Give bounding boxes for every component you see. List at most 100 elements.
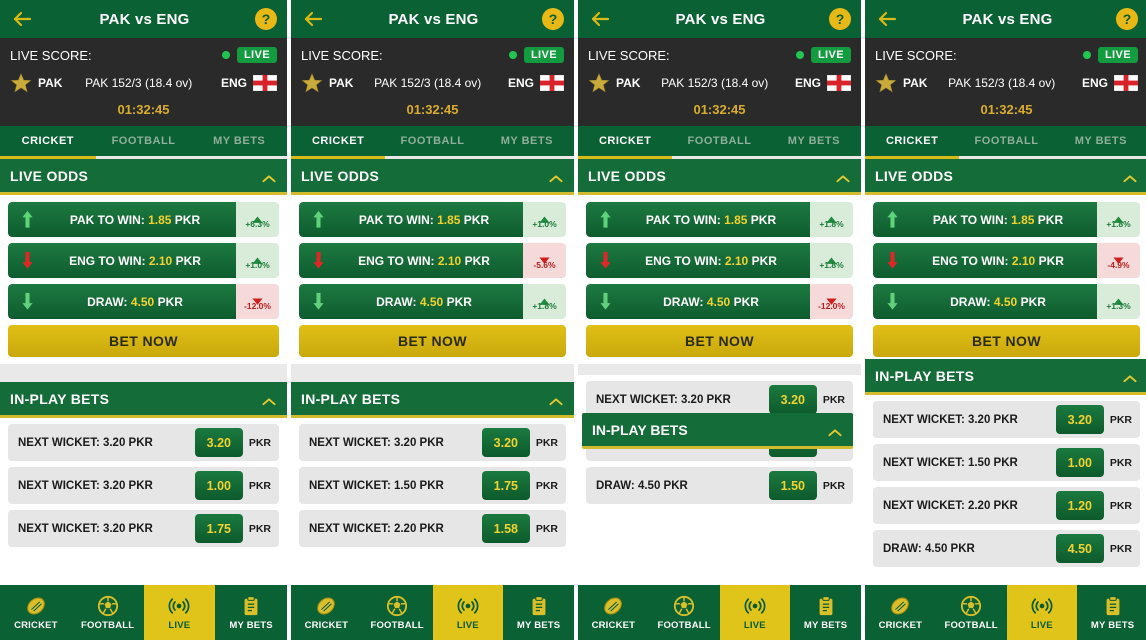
inplay-odd-button[interactable]: 4.50 bbox=[1055, 534, 1104, 563]
odds-row[interactable]: ENG TO WIN: 2.10 PKR -5.6% bbox=[299, 243, 566, 278]
inplay-odd-button[interactable]: 3.20 bbox=[1055, 405, 1104, 434]
tab-my-bets[interactable]: MY BETS bbox=[1074, 134, 1127, 147]
nav-item-football[interactable]: FOOTBALL bbox=[362, 585, 433, 640]
odds-selection[interactable]: ENG TO WIN: 2.10 PKR bbox=[873, 243, 1097, 278]
live-odds-header[interactable]: LIVE ODDS bbox=[0, 159, 287, 195]
nav-item-football[interactable]: FOOTBALL bbox=[649, 585, 720, 640]
inplay-bet-row[interactable]: NEXT WICKET: 3.20 PKR 3.20 PKR bbox=[299, 424, 566, 461]
tab-football[interactable]: FOOTBALL bbox=[687, 134, 752, 147]
help-icon[interactable]: ? bbox=[829, 8, 851, 30]
odds-row[interactable]: PAK TO WIN: 1.85 PKR +6.3% bbox=[8, 202, 279, 237]
arrow-left-icon[interactable] bbox=[10, 7, 34, 31]
inplay-odd-button[interactable]: 1.20 bbox=[1055, 491, 1104, 520]
odds-selection[interactable]: ENG TO WIN: 2.10 PKR bbox=[586, 243, 810, 278]
chevron-up-icon[interactable] bbox=[1122, 371, 1138, 383]
inplay-odd-button[interactable]: 1.58 bbox=[481, 514, 530, 543]
tab-cricket[interactable]: CRICKET bbox=[885, 134, 939, 147]
nav-item-cricket[interactable]: CRICKET bbox=[0, 585, 72, 640]
bet-now-button[interactable]: BET NOW bbox=[8, 325, 279, 357]
odds-row[interactable]: PAK TO WIN: 1.85 PKR +1.8% bbox=[873, 202, 1140, 237]
nav-item-my-bets[interactable]: MY BETS bbox=[215, 585, 287, 640]
nav-item-cricket[interactable]: CRICKET bbox=[865, 585, 936, 640]
inplay-bet-row[interactable]: NEXT WICKET: 3.20 PKR 1.75 PKR bbox=[8, 510, 279, 547]
live-odds-header[interactable]: LIVE ODDS bbox=[291, 159, 574, 195]
odds-row[interactable]: PAK TO WIN: 1.85 PKR +1.8% bbox=[586, 202, 853, 237]
arrow-left-icon[interactable] bbox=[301, 7, 325, 31]
inplay-bet-row[interactable]: NEXT WICKET: 3.20 PKR 3.20 PKR bbox=[8, 424, 279, 461]
tab-football[interactable]: FOOTBALL bbox=[111, 134, 176, 147]
in-play-bets-header[interactable]: IN-PLAY BETS bbox=[0, 382, 287, 418]
help-icon[interactable]: ? bbox=[1116, 8, 1138, 30]
odds-selection[interactable]: PAK TO WIN: 1.85 PKR bbox=[873, 202, 1097, 237]
odds-selection[interactable]: DRAW: 4.50 PKR bbox=[586, 284, 810, 319]
odds-selection[interactable]: ENG TO WIN: 2.10 PKR bbox=[299, 243, 523, 278]
nav-item-live[interactable]: LIVE bbox=[719, 585, 791, 640]
odds-selection[interactable]: DRAW: 4.50 PKR bbox=[299, 284, 523, 319]
inplay-bet-row[interactable]: NEXT WICKET: 3.20 PKR 1.00 PKR bbox=[8, 467, 279, 504]
nav-item-football[interactable]: FOOTBALL bbox=[936, 585, 1007, 640]
inplay-bet-row[interactable]: DRAW: 4.50 PKR 1.50 PKR bbox=[586, 467, 853, 504]
odds-selection[interactable]: PAK TO WIN: 1.85 PKR bbox=[299, 202, 523, 237]
odds-row[interactable]: DRAW: 4.50 PKR +1.8% bbox=[299, 284, 566, 319]
odds-row[interactable]: PAK TO WIN: 1.85 PKR +1.0% bbox=[299, 202, 566, 237]
bet-now-button[interactable]: BET NOW bbox=[586, 325, 853, 357]
chevron-up-icon[interactable] bbox=[548, 394, 564, 406]
live-odds-header[interactable]: LIVE ODDS bbox=[578, 159, 861, 195]
nav-item-my-bets[interactable]: MY BETS bbox=[503, 585, 574, 640]
inplay-odd-button[interactable]: 1.00 bbox=[194, 471, 243, 500]
tab-cricket[interactable]: CRICKET bbox=[598, 134, 652, 147]
inplay-bet-row[interactable]: NEXT WICKET: 1.50 PKR 1.75 PKR bbox=[299, 467, 566, 504]
nav-item-football[interactable]: FOOTBALL bbox=[72, 585, 144, 640]
inplay-bet-row[interactable]: NEXT WICKET: 2.20 PKR 1.58 PKR bbox=[299, 510, 566, 547]
nav-item-my-bets[interactable]: MY BETS bbox=[1077, 585, 1146, 640]
in-play-bets-header[interactable]: IN-PLAY BETS bbox=[582, 413, 853, 449]
nav-item-live[interactable]: LIVE bbox=[143, 585, 216, 640]
arrow-left-icon[interactable] bbox=[588, 7, 612, 31]
inplay-odd-button[interactable]: 1.75 bbox=[194, 514, 243, 543]
in-play-bets-header[interactable]: IN-PLAY BETS bbox=[291, 382, 574, 418]
inplay-odd-button[interactable]: 3.20 bbox=[194, 428, 243, 457]
inplay-odd-button[interactable]: 1.75 bbox=[481, 471, 530, 500]
odds-row[interactable]: ENG TO WIN: 2.10 PKR +1.8% bbox=[586, 243, 853, 278]
odds-selection[interactable]: PAK TO WIN: 1.85 PKR bbox=[586, 202, 810, 237]
tab-my-bets[interactable]: MY BETS bbox=[787, 134, 840, 147]
live-odds-header[interactable]: LIVE ODDS bbox=[865, 159, 1146, 195]
chevron-up-icon[interactable] bbox=[1122, 171, 1138, 183]
help-icon[interactable]: ? bbox=[542, 8, 564, 30]
bet-now-button[interactable]: BET NOW bbox=[299, 325, 566, 357]
chevron-up-icon[interactable] bbox=[827, 425, 843, 437]
odds-selection[interactable]: ENG TO WIN: 2.10 PKR bbox=[8, 243, 236, 278]
tab-cricket[interactable]: CRICKET bbox=[311, 134, 365, 147]
tab-my-bets[interactable]: MY BETS bbox=[500, 134, 553, 147]
inplay-bet-row[interactable]: NEXT WICKET: 2.20 PKR 1.20 PKR bbox=[873, 487, 1140, 524]
tab-football[interactable]: FOOTBALL bbox=[400, 134, 465, 147]
odds-row[interactable]: ENG TO WIN: 2.10 PKR -4.9% bbox=[873, 243, 1140, 278]
chevron-up-icon[interactable] bbox=[261, 394, 277, 406]
tab-cricket[interactable]: CRICKET bbox=[21, 134, 75, 147]
in-play-bets-header[interactable]: IN-PLAY BETS bbox=[865, 359, 1146, 395]
odds-selection[interactable]: PAK TO WIN: 1.85 PKR bbox=[8, 202, 236, 237]
chevron-up-icon[interactable] bbox=[835, 171, 851, 183]
odds-selection[interactable]: DRAW: 4.50 PKR bbox=[8, 284, 236, 319]
nav-item-cricket[interactable]: CRICKET bbox=[578, 585, 649, 640]
odds-row[interactable]: DRAW: 4.50 PKR -12.0% bbox=[8, 284, 279, 319]
inplay-odd-button[interactable]: 3.20 bbox=[481, 428, 530, 457]
odds-row[interactable]: DRAW: 4.50 PKR -12.0% bbox=[586, 284, 853, 319]
nav-item-live[interactable]: LIVE bbox=[1006, 585, 1078, 640]
chevron-up-icon[interactable] bbox=[548, 171, 564, 183]
inplay-bet-row[interactable]: DRAW: 4.50 PKR 4.50 PKR bbox=[873, 530, 1140, 567]
inplay-odd-button[interactable]: 1.50 bbox=[768, 471, 817, 500]
tab-football[interactable]: FOOTBALL bbox=[974, 134, 1039, 147]
tab-my-bets[interactable]: MY BETS bbox=[213, 134, 266, 147]
chevron-up-icon[interactable] bbox=[261, 171, 277, 183]
inplay-bet-row[interactable]: NEXT WICKET: 3.20 PKR 3.20 PKR bbox=[586, 381, 853, 418]
bet-now-button[interactable]: BET NOW bbox=[873, 325, 1140, 357]
odds-row[interactable]: DRAW: 4.50 PKR +1.3% bbox=[873, 284, 1140, 319]
nav-item-live[interactable]: LIVE bbox=[432, 585, 504, 640]
inplay-bet-row[interactable]: NEXT WICKET: 1.50 PKR 1.00 PKR bbox=[873, 444, 1140, 481]
nav-item-my-bets[interactable]: MY BETS bbox=[790, 585, 861, 640]
inplay-odd-button[interactable]: 3.20 bbox=[768, 385, 817, 414]
help-icon[interactable]: ? bbox=[255, 8, 277, 30]
inplay-odd-button[interactable]: 1.00 bbox=[1055, 448, 1104, 477]
arrow-left-icon[interactable] bbox=[875, 7, 899, 31]
